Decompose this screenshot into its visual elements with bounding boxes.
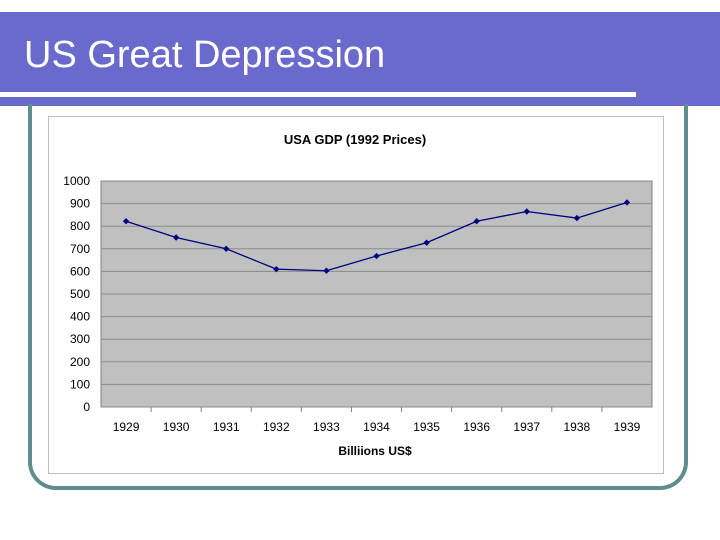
chart-title: USA GDP (1992 Prices): [284, 132, 426, 147]
slide-title: US Great Depression: [24, 34, 386, 76]
x-tick-label: 1929: [113, 420, 140, 434]
title-underline: [0, 92, 636, 97]
y-tick-label: 300: [70, 332, 90, 346]
x-axis-ticks: 1929 1930 1931 1932 1933 1934 1935 1936 1937 1938…: [113, 407, 641, 434]
x-tick-label: 1934: [363, 420, 390, 434]
y-tick-label: 100: [70, 377, 90, 391]
data-point-1934: [373, 252, 380, 260]
y-tick-label: 0: [83, 400, 90, 414]
gridlines: [101, 180, 652, 408]
y-tick-label: 400: [70, 310, 90, 324]
chart-container: USA GDP (1992 Prices) 0 100 200 300 400 500 60…: [48, 116, 664, 474]
x-tick-label: 1931: [213, 420, 240, 434]
x-tick-label: 1936: [463, 420, 490, 434]
x-tick-label: 1930: [163, 420, 190, 434]
content-frame: [28, 104, 688, 490]
x-tick-label: 1937: [513, 420, 540, 434]
data-point-1931: [223, 245, 230, 252]
data-point-1936: [473, 218, 480, 225]
y-axis-ticks: 0 100 200 300 400 500 600 700 800 900 1000: [63, 174, 90, 414]
x-tick-label: 1935: [413, 420, 440, 434]
title-bar-accent: [692, 12, 720, 106]
y-tick-label: 900: [70, 197, 90, 211]
data-point-1929: [122, 218, 130, 225]
y-tick-label: 700: [70, 242, 90, 256]
y-tick-label: 1000: [63, 174, 90, 188]
data-point-1938: [573, 214, 581, 222]
x-tick-label: 1939: [614, 420, 641, 434]
y-tick-label: 200: [70, 355, 90, 369]
data-point-1933: [323, 267, 330, 274]
x-tick-label: 1932: [263, 420, 290, 434]
x-tick-label: 1933: [313, 420, 340, 434]
x-tick-label: 1938: [564, 420, 591, 434]
x-axis-label: Billiions US$: [338, 444, 412, 458]
y-tick-label: 500: [70, 287, 90, 301]
y-tick-label: 600: [70, 264, 90, 278]
data-point-1937: [523, 208, 530, 215]
gdp-line-chart: USA GDP (1992 Prices) 0 100 200 300 400 500 60…: [63, 132, 653, 458]
data-point-1932: [273, 265, 280, 273]
y-tick-label: 800: [70, 219, 90, 233]
title-bar: [0, 12, 720, 106]
data-point-1939: [623, 199, 631, 206]
